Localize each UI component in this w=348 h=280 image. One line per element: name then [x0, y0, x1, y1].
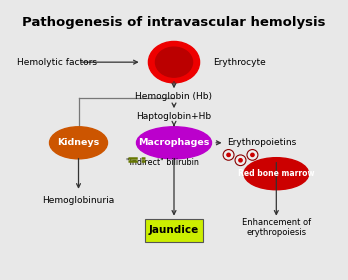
Ellipse shape	[235, 155, 246, 165]
Ellipse shape	[247, 150, 258, 160]
Ellipse shape	[226, 153, 231, 157]
Text: Erythrocyte: Erythrocyte	[213, 58, 266, 67]
Ellipse shape	[223, 150, 234, 160]
Text: Red bone marrow: Red bone marrow	[238, 169, 315, 178]
Ellipse shape	[148, 41, 199, 83]
Ellipse shape	[244, 158, 309, 190]
FancyBboxPatch shape	[145, 219, 203, 242]
Ellipse shape	[238, 158, 243, 163]
Text: "Indirect" bilirubin: "Indirect" bilirubin	[126, 158, 198, 167]
Text: Kidneys: Kidneys	[57, 138, 100, 147]
Ellipse shape	[136, 127, 212, 159]
Text: Hemoglobinuria: Hemoglobinuria	[42, 196, 114, 205]
Text: Enhancement of
erythropoiesis: Enhancement of erythropoiesis	[242, 218, 311, 237]
Text: Erythropoietins: Erythropoietins	[227, 138, 296, 147]
Text: Jaundice: Jaundice	[149, 225, 199, 235]
Text: Pathogenesis of intravascular hemolysis: Pathogenesis of intravascular hemolysis	[22, 17, 326, 29]
Text: Haptoglobin+Hb: Haptoglobin+Hb	[136, 112, 212, 121]
Text: Hemolytic factors: Hemolytic factors	[17, 58, 97, 67]
Ellipse shape	[49, 127, 108, 159]
Ellipse shape	[156, 47, 192, 77]
Text: Macrophages: Macrophages	[138, 138, 210, 147]
Text: Hemoglobin (Hb): Hemoglobin (Hb)	[135, 92, 213, 101]
Ellipse shape	[250, 153, 255, 157]
